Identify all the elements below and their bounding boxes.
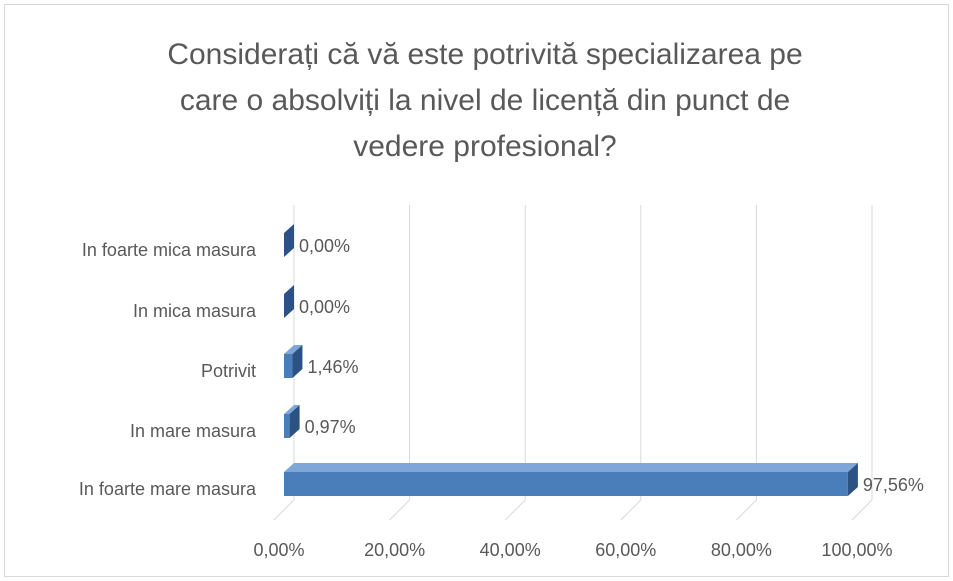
grid-line — [389, 499, 410, 521]
grid-line — [620, 499, 642, 521]
y-tick-label: Potrivit — [201, 361, 256, 381]
bar-top — [284, 405, 300, 414]
bar-side — [292, 345, 303, 378]
bar-side — [847, 463, 858, 496]
x-tick-label: 100,00% — [821, 540, 892, 560]
bar-side — [284, 285, 294, 318]
bar-top — [284, 345, 303, 354]
grid-line — [273, 499, 295, 521]
grid-line — [504, 499, 526, 521]
grid-line — [736, 499, 757, 521]
data-label: 0,00% — [299, 236, 350, 256]
chart-title: Considerați că vă este potrivită special… — [167, 38, 802, 71]
y-tick-label: In foarte mica masura — [82, 240, 257, 260]
bar — [284, 472, 848, 496]
data-label: 97,56% — [863, 475, 924, 495]
bar-top — [284, 463, 858, 472]
y-tick-label: In mare masura — [130, 421, 257, 441]
bar-side — [284, 224, 294, 257]
x-tick-label: 40,00% — [480, 540, 541, 560]
x-tick-label: 80,00% — [711, 540, 772, 560]
y-tick-label: In foarte mare masura — [79, 479, 257, 499]
chart-title: vedere profesional? — [353, 130, 617, 163]
data-label: 0,00% — [299, 297, 350, 317]
bar-side — [289, 405, 300, 438]
data-label: 0,97% — [305, 417, 356, 437]
data-label: 1,46% — [307, 357, 358, 377]
x-tick-label: 0,00% — [253, 540, 304, 560]
x-tick-label: 20,00% — [364, 540, 425, 560]
y-tick-label: In mica masura — [133, 301, 257, 321]
chart-title: care o absolviți la nivel de licență din… — [180, 84, 790, 117]
bar — [284, 414, 290, 438]
bar — [284, 354, 293, 378]
x-tick-label: 60,00% — [595, 540, 656, 560]
grid-line — [851, 499, 873, 521]
